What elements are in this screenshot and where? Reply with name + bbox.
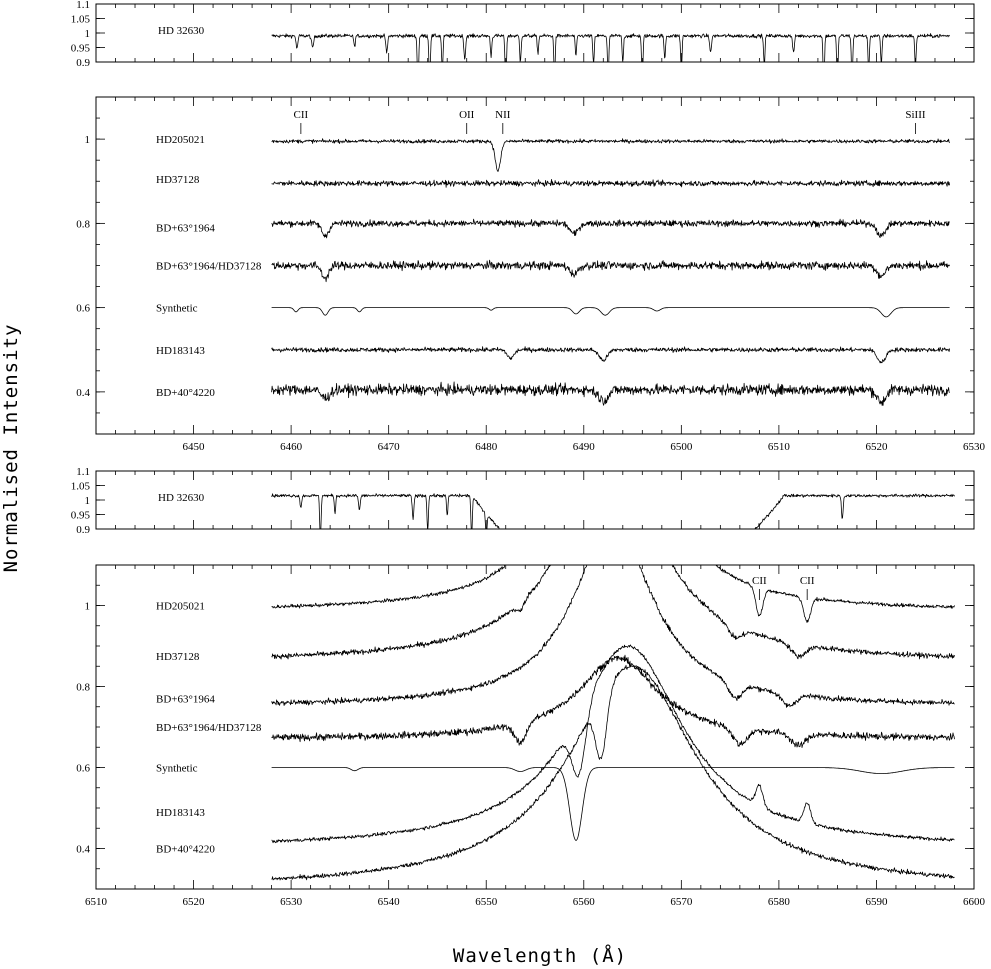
- x-tick-label: 6550: [475, 896, 498, 908]
- y-axis-title: Normalised Intensity: [0, 324, 22, 573]
- x-tick-label: 6510: [768, 441, 791, 453]
- plot-frame: [95, 3, 975, 63]
- y-tick-label: 1.1: [76, 0, 90, 11]
- spectrum-hd-32630: [271, 33, 950, 62]
- x-tick-label: 6570: [670, 896, 693, 908]
- spectrum-bd-63-1964: [271, 218, 950, 239]
- y-tick-label: 0.4: [76, 387, 90, 399]
- plot-area: [271, 565, 955, 881]
- y-tick-label: 0.9: [76, 57, 90, 69]
- series-label-hd37128: HD37128: [156, 651, 200, 663]
- x-tick-label: 6600: [963, 896, 986, 908]
- panel-main-1: 0.4 0.6 0.8 1 6450 6460 6470 6480 6490 6500 6510 65…: [76, 96, 986, 453]
- spectrum-hd183143: [271, 346, 950, 364]
- x-tick-label: 6510: [85, 896, 108, 908]
- series-label-bd-40-4220: BD+40°4220: [156, 387, 215, 399]
- spectrum-hd183143: [271, 644, 955, 844]
- x-tick-label: 6540: [378, 896, 401, 908]
- x-tick-label: 6530: [963, 441, 986, 453]
- series-label-hd37128: HD37128: [156, 174, 200, 186]
- spectrum-synthetic: [271, 307, 950, 318]
- plot-area: [271, 138, 950, 406]
- y-tick-label: 0.8: [76, 682, 90, 694]
- x-tick-label: 6520: [865, 441, 888, 453]
- y-tick-label: 0.6: [76, 763, 90, 775]
- series-label-bd-40-4220: BD+40°4220: [156, 844, 215, 856]
- series-label-hd183143: HD183143: [156, 345, 205, 357]
- x-tick-label: 6470: [378, 441, 401, 453]
- plot-area: [271, 493, 955, 529]
- spectrum-hd-32630: [271, 493, 955, 529]
- plot-frame: [95, 470, 975, 530]
- spectrum-bd-63-1964: [271, 565, 955, 708]
- y-tick-label: 1: [85, 601, 91, 613]
- line-id-label: CII: [800, 575, 815, 587]
- x-tick-label: 6530: [280, 896, 303, 908]
- series-label-synthetic: Synthetic: [156, 303, 198, 315]
- line-id-label: SiIII: [905, 109, 926, 121]
- spectrum-bd-40-4220: [271, 664, 955, 881]
- series-label-hd205021: HD205021: [156, 134, 205, 146]
- line-id-label: OII: [459, 109, 475, 121]
- y-tick-label: 1.05: [71, 481, 91, 493]
- series-label-bd-63-1964: BD+63°1964: [156, 223, 215, 235]
- line-id-label: CII: [294, 109, 309, 121]
- line-id-label: NII: [495, 109, 511, 121]
- spectrum-hd205021: [271, 138, 950, 172]
- x-tick-label: 6450: [183, 441, 206, 453]
- spectrum-bd-63-1964-hd37128: [271, 259, 950, 283]
- series-label-hd205021: HD205021: [156, 601, 205, 613]
- x-tick-label: 6500: [670, 441, 693, 453]
- spectrum-synthetic: [271, 767, 955, 841]
- series-label-bd-63-1964-hd37128: BD+63°1964/HD37128: [156, 722, 262, 734]
- x-tick-label: 6560: [573, 896, 596, 908]
- panel-reference-1: 0.9 0.95 1 1.05 1.1 HD 32630: [71, 0, 975, 69]
- y-tick-label: 0.6: [76, 303, 90, 315]
- x-tick-label: 6580: [768, 896, 791, 908]
- y-tick-label: 1: [85, 28, 91, 40]
- series-label-synthetic: Synthetic: [156, 763, 198, 775]
- series-label-hd-32630: HD 32630: [158, 492, 205, 504]
- y-tick-label: 0.9: [76, 524, 90, 536]
- x-tick-label: 6480: [475, 441, 498, 453]
- x-axis-title: Wavelength (Å): [453, 944, 627, 967]
- y-tick-label: 1.05: [71, 14, 91, 26]
- y-tick-label: 0.95: [71, 510, 91, 522]
- plot-area: [271, 33, 950, 62]
- y-tick-label: 0.95: [71, 43, 91, 55]
- line-id-label: CII: [752, 575, 767, 587]
- x-tick-label: 6520: [183, 896, 206, 908]
- y-tick-label: 0.8: [76, 218, 90, 230]
- spectrum-bd-40-4220: [271, 381, 950, 406]
- panel-main-2: 0.4 0.6 0.8 1 6510 6520 6530 6540 6550 6560 6570 65…: [76, 564, 986, 908]
- series-label-hd183143: HD183143: [156, 807, 205, 819]
- y-tick-label: 1: [85, 134, 91, 146]
- x-tick-label: 6590: [865, 896, 888, 908]
- y-tick-label: 1: [85, 495, 91, 507]
- series-label-bd-63-1964: BD+63°1964: [156, 694, 215, 706]
- spectrum-hd205021: [271, 565, 955, 623]
- spectrum-hd37128: [271, 565, 955, 660]
- series-label-hd-32630: HD 32630: [158, 25, 205, 37]
- series-label-bd-63-1964-hd37128: BD+63°1964/HD37128: [156, 261, 262, 273]
- y-tick-label: 1.1: [76, 466, 90, 478]
- y-tick-label: 0.4: [76, 844, 90, 856]
- spectrum-hd37128: [271, 178, 950, 188]
- panel-reference-2: 0.9 0.95 1 1.05 1.1 HD 32630: [71, 466, 975, 536]
- x-tick-label: 6460: [280, 441, 303, 453]
- x-tick-label: 6490: [573, 441, 596, 453]
- spectrum-bd-63-1964-hd37128: [271, 654, 955, 748]
